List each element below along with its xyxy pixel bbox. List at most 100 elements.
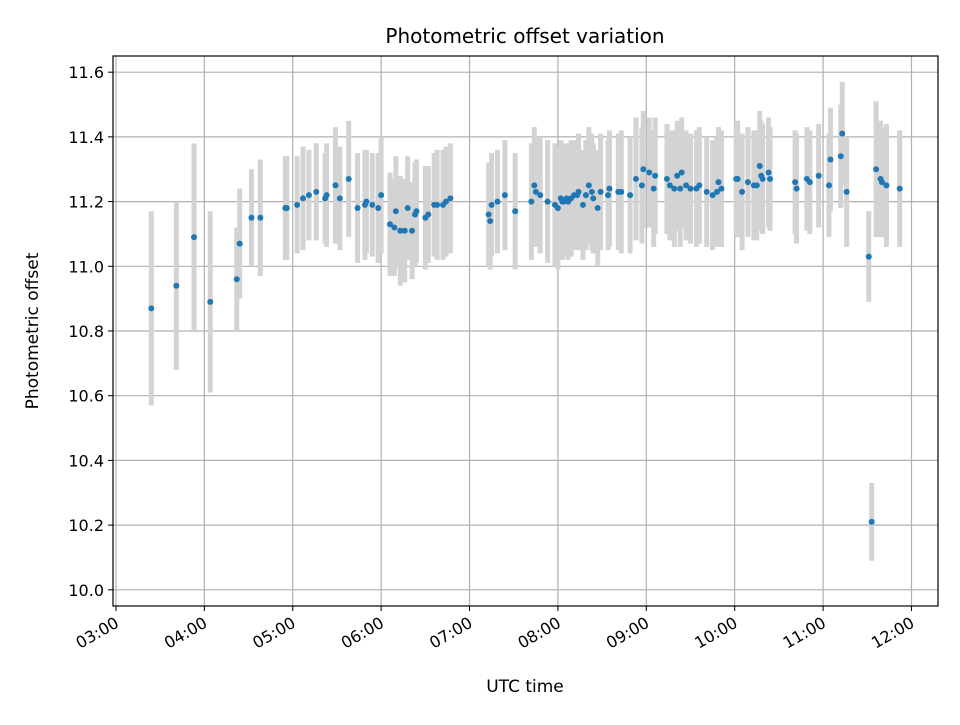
y-tick-label: 11.0: [68, 257, 104, 276]
data-point: [585, 182, 592, 189]
data-point: [257, 214, 264, 221]
data-point: [650, 185, 657, 192]
data-point: [646, 169, 653, 176]
data-point: [594, 205, 601, 212]
data-point: [674, 172, 681, 179]
data-point: [879, 179, 886, 186]
data-point: [671, 185, 678, 192]
data-point: [652, 172, 659, 179]
data-point: [739, 188, 746, 195]
data-point: [345, 175, 352, 182]
data-point: [765, 169, 772, 176]
data-point: [638, 182, 645, 189]
data-point: [627, 192, 634, 199]
data-point: [363, 198, 370, 205]
data-point: [488, 201, 495, 208]
data-point: [397, 227, 404, 234]
data-point: [391, 224, 398, 231]
data-point: [714, 188, 721, 195]
y-tick-label: 11.6: [68, 63, 104, 82]
data-points: [148, 130, 903, 525]
data-point: [336, 195, 343, 202]
data-point: [703, 188, 710, 195]
data-point: [386, 221, 393, 228]
data-point: [501, 192, 508, 199]
data-point: [494, 198, 501, 205]
chart-title: Photometric offset variation: [385, 24, 664, 48]
data-point: [663, 175, 670, 182]
data-point: [632, 175, 639, 182]
data-point: [825, 182, 832, 189]
data-point: [868, 518, 875, 525]
data-point: [392, 208, 399, 215]
data-point: [618, 188, 625, 195]
data-point: [305, 192, 312, 199]
data-point: [537, 192, 544, 199]
data-point: [207, 298, 214, 305]
y-axis-label: Photometric offset: [23, 252, 43, 409]
data-point: [715, 179, 722, 186]
y-tick-label: 10.4: [68, 451, 104, 470]
x-axis-label: UTC time: [486, 677, 564, 697]
data-point: [815, 172, 822, 179]
y-tick-label: 11.2: [68, 193, 104, 212]
data-point: [806, 179, 813, 186]
data-point: [283, 205, 290, 212]
data-point: [582, 192, 589, 199]
data-point: [687, 185, 694, 192]
data-point: [236, 240, 243, 247]
data-point: [191, 234, 198, 241]
data-point: [678, 169, 685, 176]
data-point: [294, 201, 301, 208]
y-tick-label: 11.4: [68, 128, 104, 147]
y-tick-label: 10.8: [68, 322, 104, 341]
data-point: [756, 163, 763, 169]
data-point: [554, 205, 561, 212]
data-point: [767, 175, 774, 182]
data-point: [425, 211, 432, 218]
data-point: [544, 198, 551, 205]
data-point: [173, 282, 180, 289]
data-point: [401, 227, 408, 234]
y-tick-label: 10.2: [68, 516, 104, 535]
data-point: [640, 166, 647, 173]
y-tick-label: 10.6: [68, 387, 104, 406]
data-point: [248, 214, 255, 221]
data-point: [532, 188, 539, 195]
data-point: [759, 175, 766, 182]
data-point: [896, 185, 903, 192]
data-point: [313, 188, 320, 195]
data-point: [148, 305, 155, 312]
data-point: [827, 156, 834, 163]
data-point: [378, 192, 385, 199]
data-point: [677, 185, 684, 192]
data-point: [792, 179, 799, 186]
data-point: [744, 179, 751, 186]
data-point: [883, 182, 890, 189]
data-point: [666, 182, 673, 189]
data-point: [696, 182, 703, 189]
data-point: [442, 198, 449, 205]
data-point: [753, 182, 760, 189]
data-point: [839, 130, 846, 137]
data-point: [837, 153, 844, 160]
y-axis-ticks: 10.0 10.2 10.4 10.6 10.8 11.0 11.2 11.4 11.6: [68, 63, 113, 600]
data-point: [843, 188, 850, 195]
data-point: [487, 218, 494, 224]
data-point: [447, 195, 454, 202]
data-point: [605, 192, 611, 199]
data-point: [332, 182, 339, 189]
data-point: [579, 201, 586, 208]
data-point: [734, 175, 741, 182]
data-point: [606, 185, 613, 192]
data-point: [485, 211, 492, 218]
data-point: [793, 185, 800, 192]
data-point: [597, 188, 604, 195]
data-point: [375, 205, 382, 212]
data-point: [709, 192, 716, 199]
y-tick-label: 10.0: [68, 581, 104, 600]
data-point: [865, 253, 872, 260]
